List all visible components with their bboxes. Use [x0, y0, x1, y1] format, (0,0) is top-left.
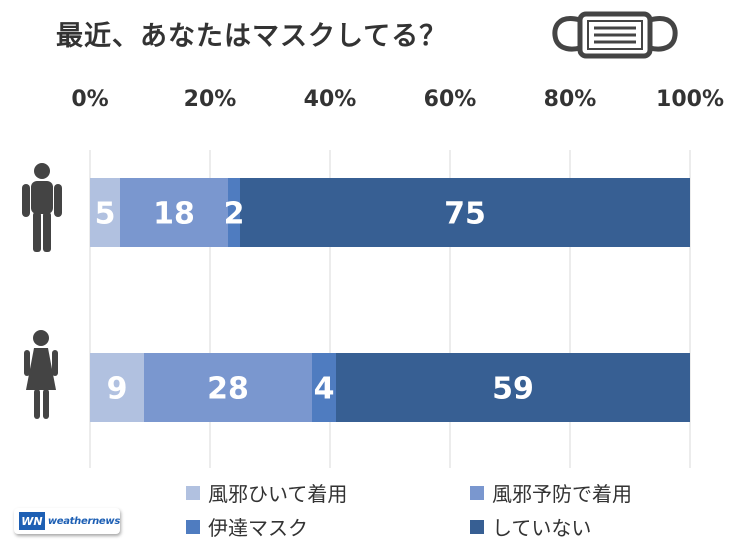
logo-text: weathernews [47, 515, 120, 527]
legend-label: 風邪予防で着用 [492, 482, 632, 506]
x-tick-label: 0% [71, 87, 108, 112]
x-tick-label: 80% [544, 87, 597, 112]
logo-mark: WN [19, 512, 45, 530]
bar-value-label: 59 [492, 372, 534, 407]
legend-label: 風邪ひいて着用 [208, 482, 348, 506]
stacked-bar-chart: 0% 20% 40% 60% 80% 100% 5 18 2 75 9 28 4 59 [22, 87, 724, 468]
chart-title: 最近、あなたはマスクしてる？ [56, 21, 448, 52]
x-axis-ticks: 0% 20% 40% 60% 80% 100% [71, 87, 724, 112]
legend-item: 風邪予防で着用 [470, 478, 632, 507]
legend-swatch [470, 485, 484, 500]
x-tick-label: 40% [304, 87, 357, 112]
bar-value-label: 9 [107, 372, 128, 407]
legend-swatch [470, 519, 484, 534]
bar-value-label: 18 [153, 197, 195, 232]
legend-label: 伊達マスク [208, 516, 308, 540]
bar-value-label: 4 [314, 372, 335, 407]
bar-value-label: 5 [95, 197, 116, 232]
bar-value-label: 2 [224, 197, 245, 232]
bar-labels: 5 18 2 75 9 28 4 59 [95, 197, 534, 407]
bar-segment-female-3 [312, 353, 336, 422]
weathernews-logo: WN weathernews [14, 508, 120, 534]
legend-item: 伊達マスク [186, 512, 308, 541]
bar-segment-female-1 [90, 353, 144, 422]
legend-item: 風邪ひいて着用 [186, 478, 347, 507]
x-tick-label: 60% [424, 87, 477, 112]
bar-value-label: 75 [444, 197, 486, 232]
female-figure-icon [24, 330, 58, 419]
bar-value-label: 28 [207, 372, 249, 407]
bar-segment-female-4 [336, 353, 690, 422]
x-tick-label: 100% [656, 87, 724, 112]
bar-segment-male-1 [90, 178, 120, 247]
legend-label: していない [492, 516, 592, 540]
legend-swatch [186, 485, 200, 500]
bar-segment-male-2 [120, 178, 228, 247]
bar-segment-female-2 [144, 353, 312, 422]
bar-segment-male-4 [240, 178, 690, 247]
male-figure-icon [22, 163, 62, 252]
legend-item: していない [470, 512, 591, 541]
face-mask-icon [552, 11, 678, 59]
legend-swatch [186, 519, 200, 534]
x-tick-label: 20% [184, 87, 237, 112]
bar-segment-male-3 [228, 178, 240, 247]
bars [90, 178, 690, 422]
